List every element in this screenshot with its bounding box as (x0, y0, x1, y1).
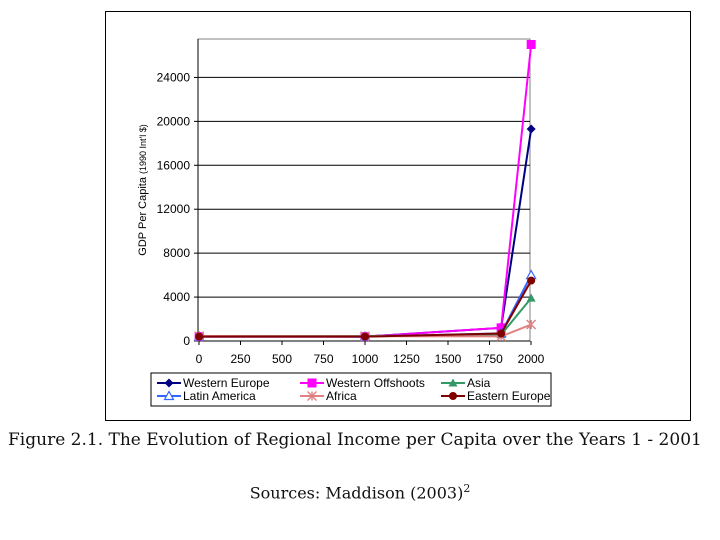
y-axis-label: GDP Per Capita (1990 Int'l $) (137, 124, 149, 255)
point-eastern-europe-2001 (527, 276, 536, 285)
legend-marker-western-europe (164, 378, 174, 388)
point-eastern-europe-1 (195, 332, 204, 341)
x-tick-label-1000: 1000 (352, 352, 379, 366)
point-eastern-europe-1000 (361, 332, 369, 341)
legend-box (150, 372, 552, 407)
x-tick-label-0: 0 (196, 352, 203, 366)
figure-caption: Figure 2.1. The Evolution of Regional In… (8, 430, 702, 450)
x-tick-label-1500: 1500 (435, 352, 462, 366)
sources-footnote: 2 (463, 482, 471, 495)
sources-line: Sources: Maddison (2003)2 (0, 482, 720, 502)
series-line-eastern-europe (199, 280, 533, 338)
x-tick-label-500: 500 (272, 352, 292, 366)
legend-label-latin-america: Latin America (183, 389, 256, 403)
y-axis-label-main: GDP Per Capita (137, 176, 149, 256)
point-asia-2001 (526, 293, 536, 302)
legend-item-western-offshoots: Western Offshoots (300, 376, 425, 390)
x-tick-label-2000: 2000 (518, 352, 545, 366)
y-tick-label-8000: 8000 (163, 246, 190, 260)
x-tick-label-1250: 1250 (393, 352, 420, 366)
legend-marker-asia (448, 378, 458, 387)
point-western-offshoots-2001 (526, 39, 536, 49)
legend-label-africa: Africa (326, 389, 357, 403)
x-tick-label-250: 250 (230, 352, 250, 366)
sources-text: Sources: Maddison (2003) (249, 483, 464, 503)
x-tick-label-750: 750 (313, 352, 333, 366)
data-series (193, 39, 537, 342)
plot-area (197, 38, 531, 342)
legend-marker-eastern-europe (449, 392, 457, 400)
y-tick-label-20000: 20000 (157, 114, 191, 128)
y-tick-label-24000: 24000 (157, 70, 191, 84)
y-tick-label-12000: 12000 (157, 202, 191, 216)
legend-marker-africa (307, 391, 317, 401)
legend-item-eastern-europe: Eastern Europe (441, 389, 551, 403)
y-tick-label-16000: 16000 (157, 158, 191, 172)
legend-item-asia: Asia (441, 376, 491, 390)
x-tick-label-1750: 1750 (476, 352, 503, 366)
legend-item-latin-america: Latin America (157, 389, 256, 403)
y-tick-label-4000: 4000 (163, 290, 190, 304)
tick-labels: 0 4000 8000 12000 16000 20000 24000 0 250 500 750 1… (157, 70, 545, 366)
legend-label-asia: Asia (467, 376, 491, 390)
legend-label-eastern-europe: Eastern Europe (467, 389, 551, 403)
legend-marker-western-offshoots (307, 378, 317, 388)
legend-label-western-offshoots: Western Offshoots (326, 376, 425, 390)
point-western-europe-2001 (526, 124, 536, 134)
legend: Western Europe Western Offshoots Asia Latin… (157, 376, 551, 403)
point-eastern-europe-1820 (497, 329, 506, 338)
legend-label-western-europe: Western Europe (183, 376, 270, 390)
gridlines (198, 76, 530, 298)
legend-item-western-europe: Western Europe (157, 376, 270, 390)
legend-marker-latin-america (163, 390, 175, 401)
chart-frame (105, 11, 691, 421)
series-eastern-europe (195, 276, 536, 341)
point-africa-2001 (526, 319, 537, 330)
legend-item-africa: Africa (300, 389, 357, 403)
y-tick-label-0: 0 (183, 334, 190, 348)
y-axis-label-units: (1990 Int'l $) (138, 124, 148, 174)
